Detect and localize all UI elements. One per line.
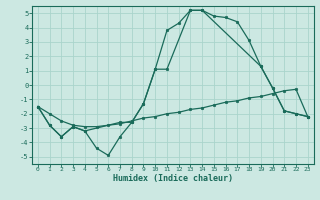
X-axis label: Humidex (Indice chaleur): Humidex (Indice chaleur) [113, 174, 233, 183]
